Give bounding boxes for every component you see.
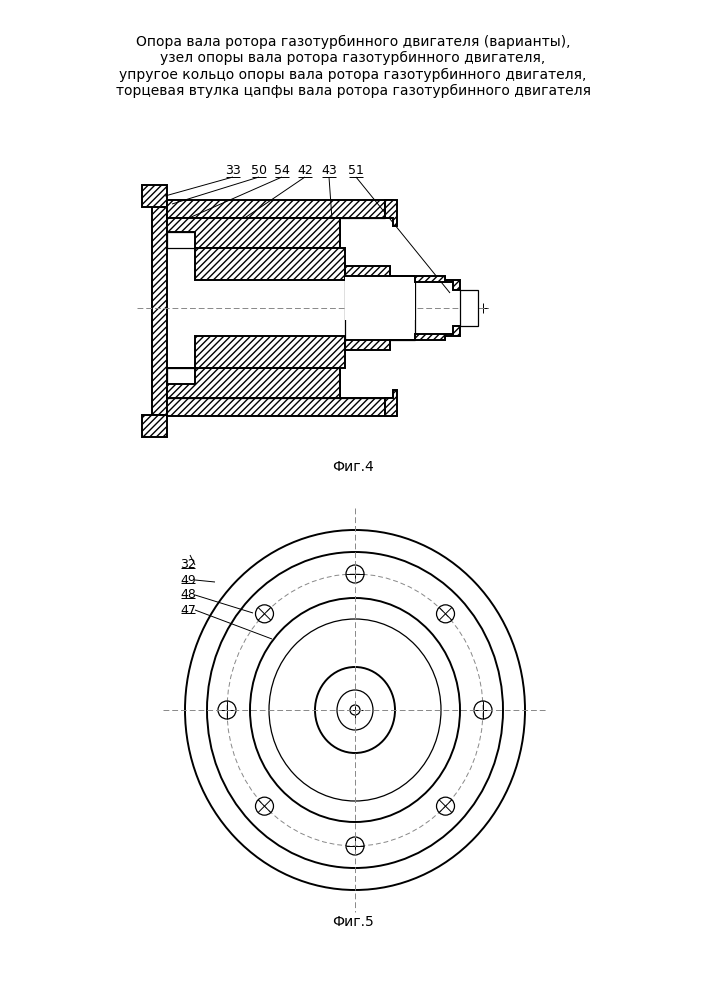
Polygon shape [345,266,415,276]
Polygon shape [167,368,195,384]
Polygon shape [195,336,345,368]
Text: 47: 47 [180,603,196,616]
Polygon shape [167,398,393,416]
Polygon shape [167,368,340,398]
Text: 50: 50 [251,164,267,177]
Text: 49: 49 [180,574,196,586]
Text: Фиг.5: Фиг.5 [332,915,374,929]
Polygon shape [142,415,167,437]
Bar [345,276,415,320]
Polygon shape [152,207,167,415]
Polygon shape [167,232,195,248]
Text: 48: 48 [180,588,196,601]
Text: Фиг.4: Фиг.4 [332,460,374,474]
Text: 42: 42 [297,164,313,177]
Text: Опора вала ротора газотурбинного двигателя (варианты),
узел опоры вала ротора га: Опора вала ротора газотурбинного двигате… [115,35,590,98]
Text: 32: 32 [180,558,196,572]
Text: 43: 43 [321,164,337,177]
Polygon shape [415,326,460,340]
Text: 51: 51 [348,164,364,177]
Bar [460,290,478,326]
Polygon shape [385,200,397,226]
Polygon shape [415,276,460,290]
Text: 54: 54 [274,164,290,177]
Polygon shape [167,218,340,248]
Polygon shape [385,390,397,416]
Polygon shape [142,185,167,207]
Polygon shape [345,340,415,350]
Polygon shape [195,248,345,280]
Text: 33: 33 [225,164,241,177]
Polygon shape [167,200,393,218]
